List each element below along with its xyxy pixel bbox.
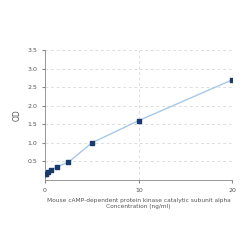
Point (66, 160, 70, 164)
Point (137, 118, 141, 122)
Point (90, 141, 94, 145)
Point (43, 172, 47, 176)
Y-axis label: OD: OD (13, 109, 22, 121)
X-axis label: Mouse cAMP-dependent protein kinase catalytic subunit alpha
Concentration (ng/ml: Mouse cAMP-dependent protein kinase cata… (47, 198, 230, 209)
Point (49, 168, 53, 172)
Point (44, 172, 48, 175)
Point (46, 170, 50, 174)
Point (55, 165, 59, 169)
Point (230, 78, 234, 82)
